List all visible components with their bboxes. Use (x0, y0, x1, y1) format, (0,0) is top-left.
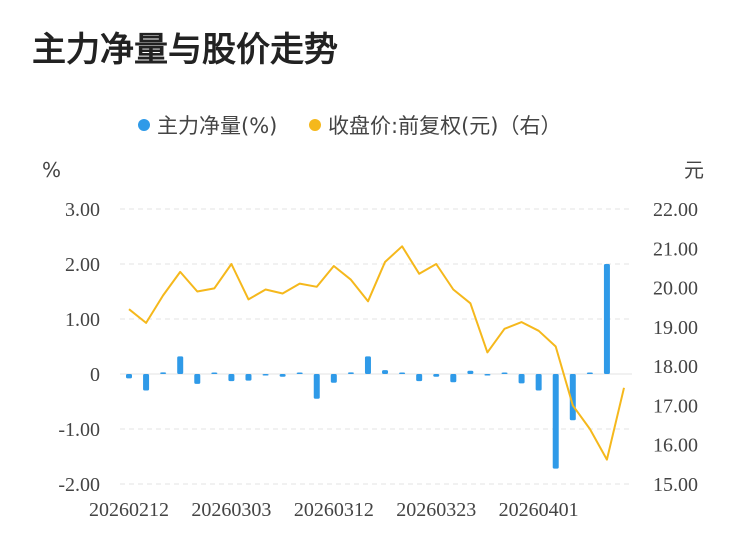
legend-marker (138, 119, 150, 131)
bar (126, 374, 132, 379)
bar (347, 372, 354, 374)
left-tick-label: 0 (90, 364, 100, 386)
right-tick-label: 18.00 (653, 356, 698, 378)
bar (552, 374, 559, 469)
bar (177, 356, 184, 374)
left-tick-label: -1.00 (58, 419, 100, 441)
bar (313, 374, 320, 399)
bar (228, 374, 235, 382)
left-axis-ticks: 3.00 2.00 1.00 0 -1.00 -2.00 (58, 199, 100, 496)
line-series (128, 245, 625, 461)
bar (211, 372, 218, 374)
bar (382, 370, 389, 374)
bar (330, 374, 337, 383)
x-tick-label: 20260323 (396, 499, 476, 521)
bar (143, 374, 150, 391)
bar (603, 264, 610, 374)
bar (194, 374, 201, 384)
bar (433, 374, 440, 377)
price-line (128, 245, 625, 461)
right-tick-label: 22.00 (653, 199, 698, 221)
right-tick-label: 20.00 (653, 278, 698, 300)
bar (279, 374, 286, 377)
bar (450, 374, 457, 383)
legend-marker (309, 119, 321, 131)
bar (518, 374, 525, 384)
right-tick-label: 17.00 (653, 395, 698, 417)
x-axis-ticks: 20260212 20260303 20260312 20260323 20260401 (89, 499, 579, 521)
right-tick-label: 19.00 (653, 317, 698, 339)
gridlines (120, 208, 632, 485)
right-tick-label: 16.00 (653, 435, 698, 457)
left-axis-unit: % (42, 158, 61, 182)
left-tick-label: 3.00 (65, 199, 100, 221)
right-tick-label: 15.00 (653, 474, 698, 496)
bar (245, 374, 252, 381)
left-tick-label: 2.00 (65, 254, 100, 276)
x-tick-label: 20260212 (89, 499, 169, 521)
bar (364, 356, 371, 374)
bar (296, 372, 303, 374)
bar (467, 370, 474, 374)
bar (160, 372, 167, 374)
left-tick-label: -2.00 (58, 474, 100, 496)
bar (399, 372, 406, 374)
left-tick-label: 1.00 (65, 309, 100, 331)
bar (416, 374, 423, 382)
bar (535, 374, 542, 391)
bar (586, 372, 593, 374)
right-tick-label: 21.00 (653, 238, 698, 260)
bar-series (126, 264, 610, 469)
legend: 主力净量(%) 收盘价:前复权(元)（右） (138, 114, 561, 138)
x-tick-label: 20260303 (191, 499, 271, 521)
right-axis-unit: 元 (684, 158, 704, 182)
right-axis-ticks: 22.00 21.00 20.00 19.00 18.00 17.00 16.00 15.00 (653, 199, 698, 496)
bar (501, 372, 508, 374)
x-tick-label: 20260312 (294, 499, 374, 521)
legend-label: 主力净量(%) (157, 114, 277, 138)
legend-label: 收盘价:前复权(元)（右） (328, 114, 561, 138)
page-title: 主力净量与股价走势 (32, 30, 338, 70)
bar (484, 374, 491, 376)
bar (262, 374, 269, 376)
x-tick-label: 20260401 (499, 499, 579, 521)
